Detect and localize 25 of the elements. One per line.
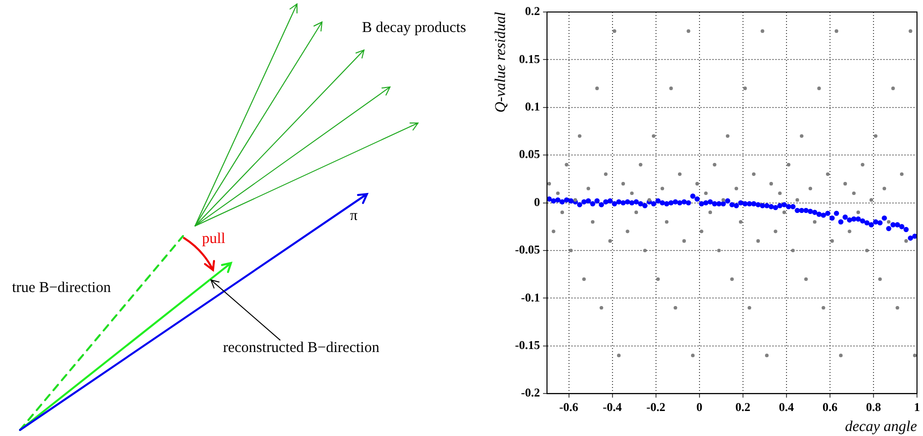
- y-tick-label: -0.15: [514, 338, 540, 352]
- x-tick-label: -0.4: [602, 400, 622, 414]
- x-tick-label: -0.2: [646, 400, 666, 414]
- y-tick-label: 0.05: [518, 147, 540, 162]
- x-tick-label: -0.6: [559, 400, 578, 414]
- x-tick-label: 1: [914, 400, 920, 414]
- x-tick-label: 0.6: [822, 400, 838, 414]
- y-tick-label: -0.1: [520, 290, 540, 304]
- y-axis-title: Q-value residual: [492, 12, 509, 113]
- y-tick-label: 0.1: [524, 99, 540, 114]
- x-axis-title: decay angle: [844, 418, 918, 435]
- y-tick-label: -0.2: [520, 386, 540, 400]
- text: pull: [202, 231, 226, 248]
- text: π: [350, 208, 358, 225]
- x-tick-label: 0.8: [866, 400, 881, 414]
- y-tick-label: 0.2: [524, 4, 540, 18]
- text: true B−direction: [12, 280, 111, 297]
- x-tick-label: 0.2: [735, 400, 750, 414]
- x-tick-label: 0: [696, 400, 702, 414]
- y-tick-label: 0: [534, 194, 540, 209]
- y-tick-label: -0.05: [514, 242, 540, 257]
- text: reconstructed B−direction: [223, 340, 380, 357]
- y-tick-label: 0.15: [518, 52, 540, 66]
- x-tick-label: 0.4: [778, 400, 794, 414]
- text: B decay products: [362, 20, 466, 37]
